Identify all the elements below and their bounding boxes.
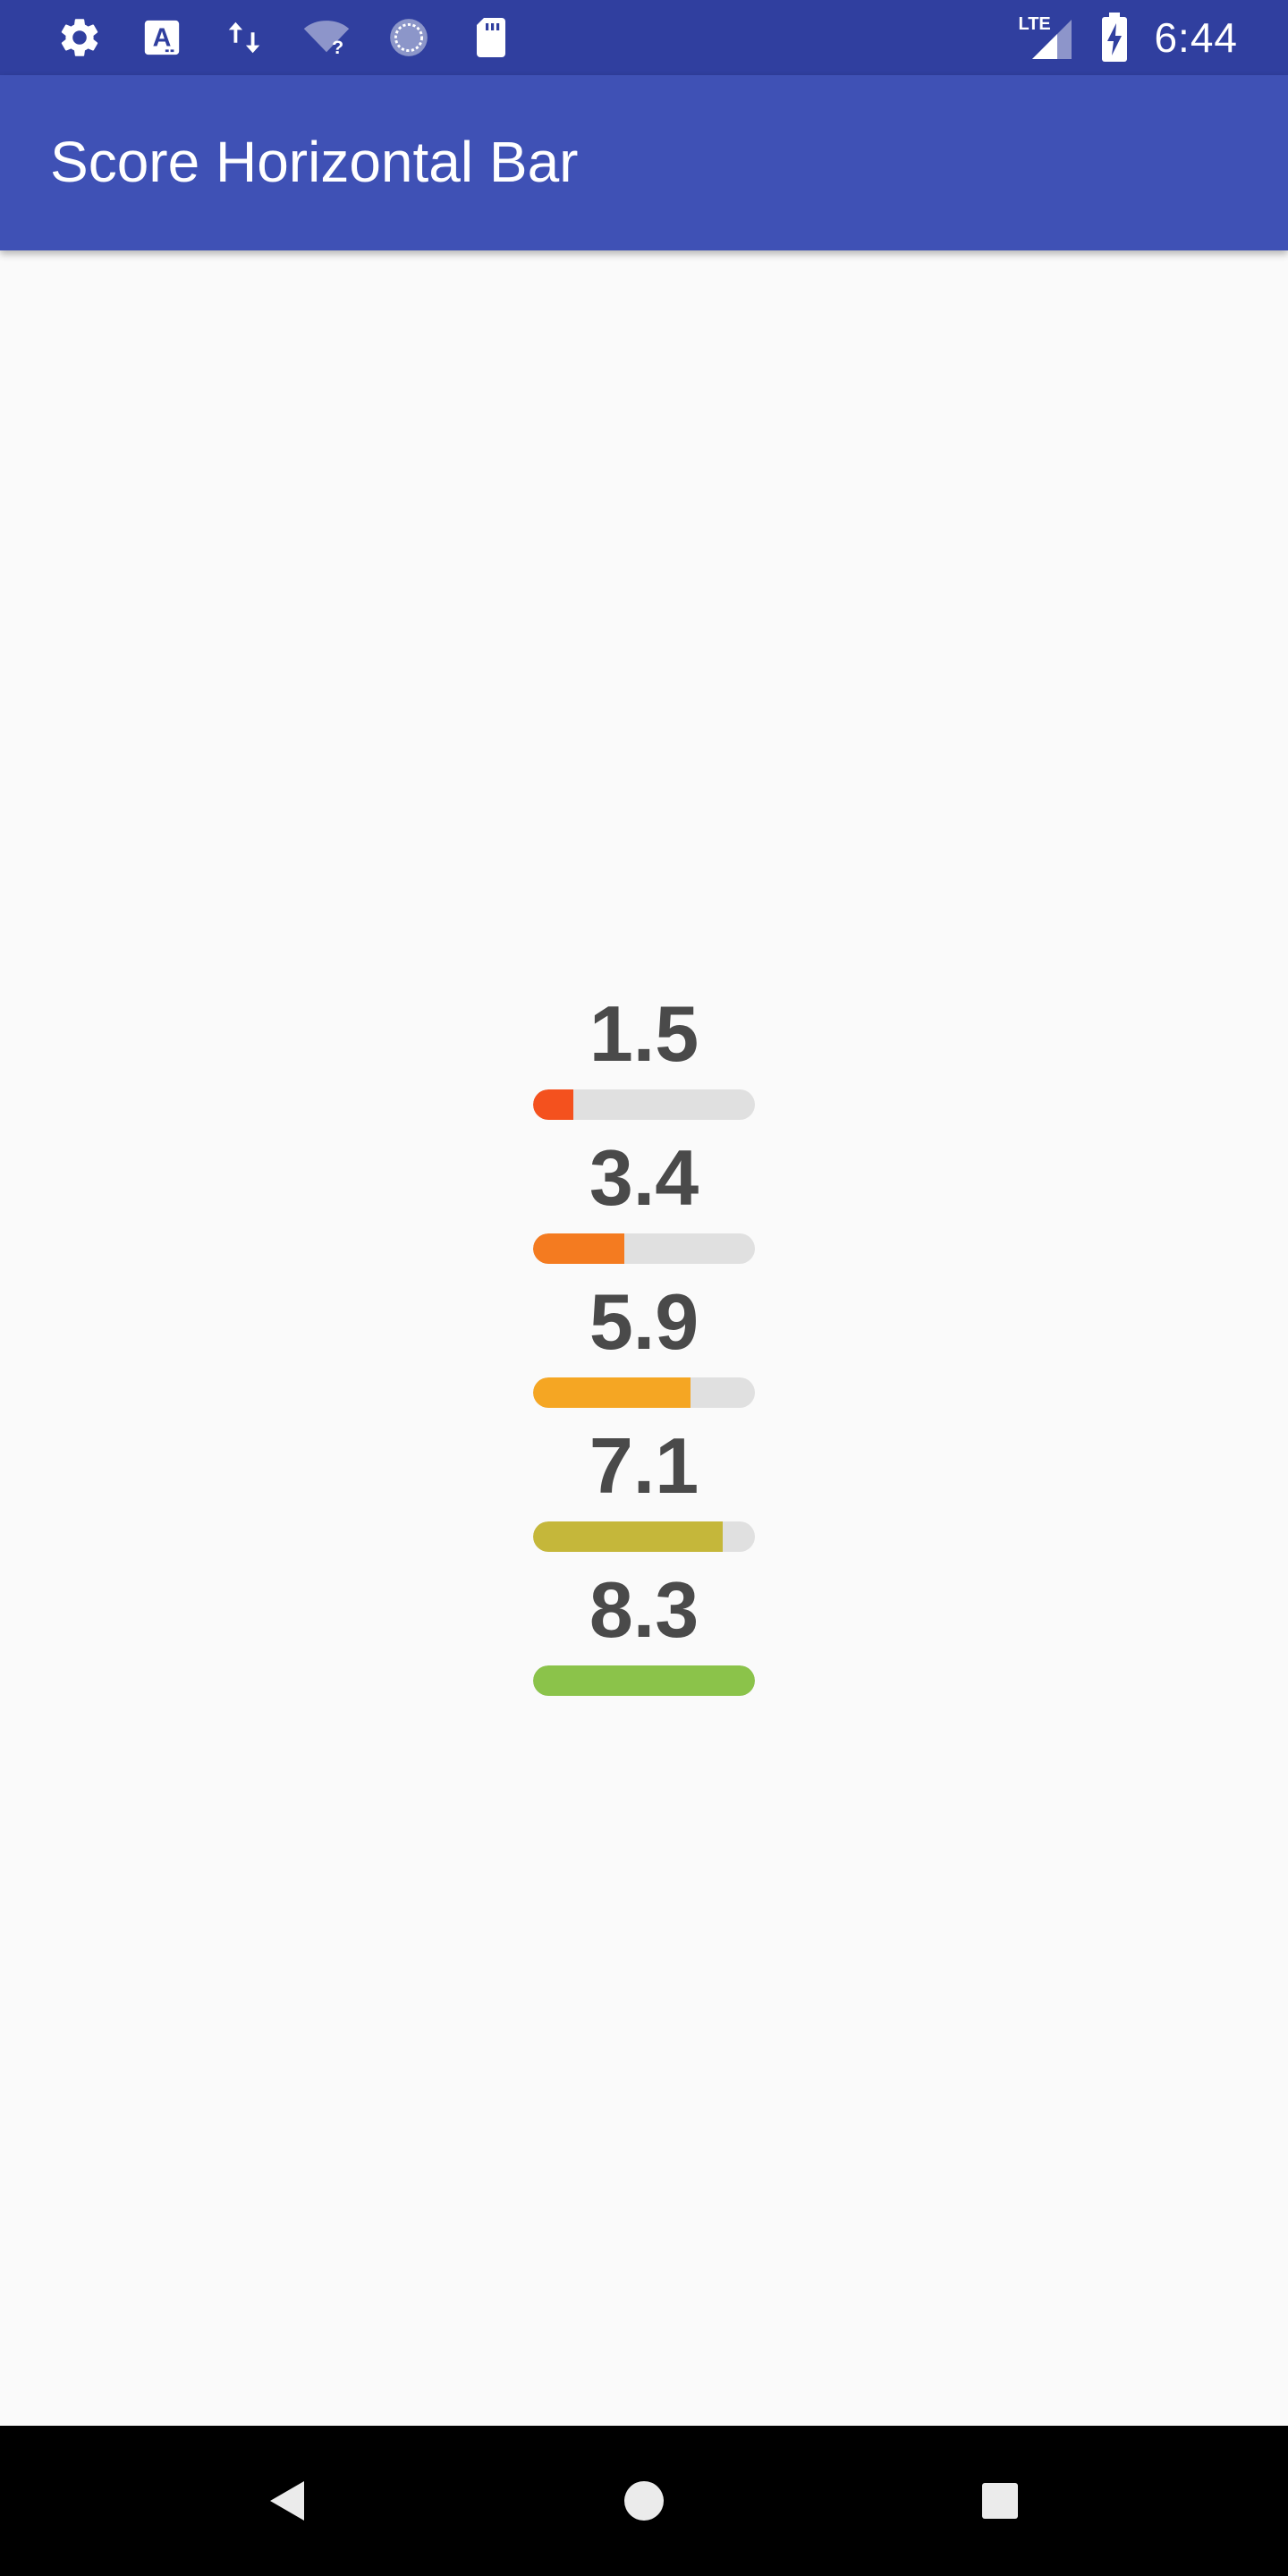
data-transfer-icon [220,16,268,59]
status-time: 6:44 [1154,14,1238,61]
font-a-icon: A [138,16,186,59]
score-item: 8.3 [533,1556,755,1700]
score-value: 7.1 [589,1421,699,1510]
score-list: 1.5 3.4 5.9 7.1 8.3 [533,980,755,1700]
lte-label: LTE [1018,14,1051,34]
sd-card-icon [467,16,515,59]
score-item: 1.5 [533,980,755,1124]
score-value: 1.5 [589,989,699,1078]
score-item: 7.1 [533,1412,755,1556]
score-bar-track [533,1233,755,1264]
lte-signal-icon: LTE [1018,13,1075,63]
status-bar: A ? [0,0,1288,75]
back-icon[interactable] [250,2465,322,2537]
score-item: 3.4 [533,1124,755,1268]
app-bar: Score Horizontal Bar [0,75,1288,250]
sync-circle-icon [385,16,433,59]
score-bar-track [533,1521,755,1552]
score-value: 3.4 [589,1133,699,1222]
gear-icon [55,16,104,59]
score-value: 5.9 [589,1277,699,1366]
status-icons-right: LTE 6:44 [1018,13,1238,63]
score-bar-fill [533,1089,573,1120]
app-title: Score Horizontal Bar [50,130,579,194]
home-icon[interactable] [608,2465,680,2537]
status-icons-left: A ? [55,16,515,59]
score-bar-track [533,1665,755,1696]
score-bar-fill [533,1233,624,1264]
score-bar-track [533,1089,755,1120]
navigation-bar [0,2426,1288,2576]
score-value: 8.3 [589,1565,699,1654]
recents-icon[interactable] [964,2465,1036,2537]
score-bar-track [533,1377,755,1408]
svg-text:A: A [153,24,172,53]
score-bar-fill [533,1521,724,1552]
score-bar-fill [533,1377,691,1408]
score-bar-fill [533,1665,755,1696]
battery-charging-icon [1100,13,1129,63]
svg-text:?: ? [332,36,343,58]
wifi-question-icon: ? [302,16,351,59]
score-item: 5.9 [533,1268,755,1412]
